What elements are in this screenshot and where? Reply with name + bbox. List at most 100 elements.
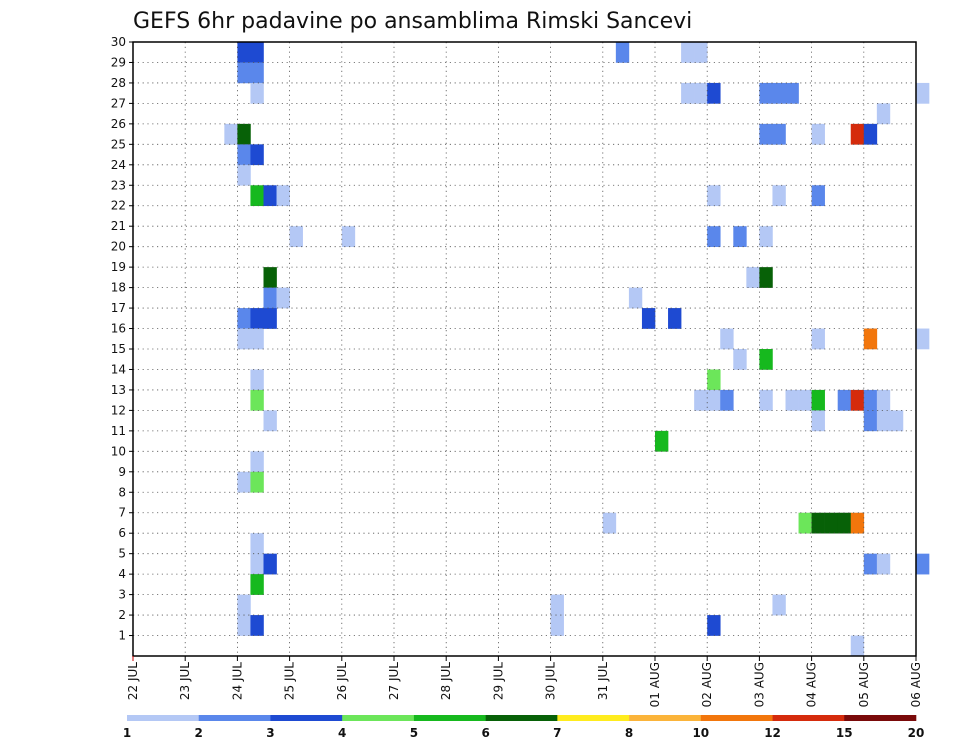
colorbar-label: 7 (553, 726, 561, 740)
cell-m13-s56 (863, 389, 878, 411)
heatmap-cells (224, 42, 930, 657)
x-tick-label: 04 AUG (805, 662, 819, 707)
x-tick-label: 27 JUL (387, 662, 401, 700)
colorbar-segment (772, 715, 845, 721)
cell-m9-s9 (250, 471, 264, 493)
y-tick-label: 25 (111, 137, 126, 151)
cell-m21-s44 (707, 226, 721, 247)
cell-m5-s57 (876, 553, 891, 575)
cell-m6-s9 (250, 533, 264, 554)
cell-m16-s45 (720, 328, 734, 350)
cell-m26-s7 (224, 123, 238, 145)
cell-m16-s9 (250, 328, 264, 350)
cell-m28-s60 (916, 82, 930, 104)
y-tick-label: 6 (118, 526, 126, 540)
colorbar-segment (342, 715, 415, 721)
y-tick-label: 24 (111, 158, 126, 172)
colorbar: 1 2 3 4 5 6 7 8 10 12 15 20 (123, 715, 924, 740)
x-tick-label: 01 AUG (648, 662, 662, 707)
y-tick-label: 19 (111, 260, 126, 274)
x-tick-label: 02 AUG (700, 662, 714, 707)
cell-m21-s12 (289, 226, 303, 247)
colorbar-label: 1 (123, 726, 131, 740)
cell-m7-s36 (602, 512, 617, 534)
cell-m12-s57 (876, 410, 891, 432)
y-tick-label: 23 (111, 178, 126, 192)
x-tick-label: 29 JUL (491, 662, 505, 700)
y-tick-label: 8 (118, 485, 126, 499)
cell-m23-s44 (707, 185, 721, 207)
cell-m13-s52 (811, 389, 825, 411)
cell-m5-s56 (863, 553, 878, 575)
y-tick-label: 2 (118, 608, 126, 622)
y-tick-label: 14 (111, 362, 126, 376)
cell-m3-s8 (237, 594, 251, 616)
cell-m12-s58 (889, 410, 904, 432)
cell-m21-s46 (733, 226, 747, 247)
colorbar-label: 10 (692, 726, 709, 740)
x-tick-label: 25 JUL (283, 662, 297, 700)
cell-m7-s53 (824, 512, 838, 534)
cell-m18-s10 (263, 287, 277, 309)
colorbar-segment (629, 715, 702, 721)
cell-m28-s49 (772, 82, 786, 104)
y-tick-label: 30 (111, 35, 126, 49)
cell-m26-s52 (811, 123, 825, 145)
cell-m24-s8 (237, 164, 251, 186)
cell-m30-s43 (694, 42, 708, 63)
cell-m25-s9 (250, 144, 264, 166)
cell-m1-s55 (850, 635, 865, 657)
cell-m2-s9 (250, 615, 264, 636)
x-tick-label: 24 JUL (230, 662, 244, 700)
x-tick-label: 26 JUL (335, 662, 349, 700)
cell-m2-s44 (707, 615, 721, 636)
cell-m28-s44 (707, 82, 721, 104)
colorbar-label: 5 (410, 726, 418, 740)
cell-m25-s8 (237, 144, 251, 166)
cell-m13-s45 (720, 389, 734, 411)
cell-m17-s41 (668, 308, 682, 329)
cell-m14-s9 (250, 369, 264, 391)
cell-m13-s43 (694, 389, 708, 411)
cell-m4-s9 (250, 574, 264, 595)
cell-m10-s9 (250, 451, 264, 473)
y-tick-label: 4 (118, 567, 126, 581)
colorbar-segment (198, 715, 271, 721)
cell-m23-s49 (772, 185, 786, 207)
cell-m29-s9 (250, 62, 264, 84)
y-tick-label: 13 (111, 383, 126, 397)
x-tick-label: 05 AUG (857, 662, 871, 707)
cell-m26-s56 (863, 123, 878, 145)
cell-m21-s48 (759, 226, 773, 247)
cell-m14-s44 (707, 369, 721, 391)
colorbar-label: 2 (195, 726, 203, 740)
colorbar-label: 6 (481, 726, 489, 740)
y-axis: 1234567891011121314151617181920212223242… (111, 35, 133, 643)
cell-m21-s16 (341, 226, 356, 247)
cell-m26-s48 (759, 123, 773, 145)
cell-m12-s10 (263, 410, 277, 432)
cell-m13-s50 (785, 389, 799, 411)
y-tick-label: 1 (118, 629, 126, 643)
colorbar-label: 3 (266, 726, 274, 740)
cell-m19-s10 (263, 267, 277, 288)
x-tick-label: 06 AUG (909, 662, 923, 707)
cell-m2-s8 (237, 615, 251, 636)
cell-m30-s9 (250, 42, 264, 63)
cell-m26-s55 (850, 123, 865, 145)
y-tick-label: 12 (111, 403, 126, 417)
cell-m17-s39 (641, 308, 656, 329)
y-tick-label: 9 (118, 465, 126, 479)
y-tick-label: 7 (118, 506, 126, 520)
cell-m28-s9 (250, 82, 264, 104)
chart-title: GEFS 6hr padavine po ansamblima Rimski S… (133, 9, 692, 34)
cell-m13-s57 (876, 389, 891, 411)
y-tick-label: 21 (111, 219, 126, 233)
cell-m26-s49 (772, 123, 786, 145)
cell-m12-s56 (863, 410, 878, 432)
cell-m23-s10 (263, 185, 277, 207)
cell-m17-s9 (250, 308, 264, 329)
y-tick-label: 3 (118, 588, 126, 602)
colorbar-label: 4 (338, 726, 346, 740)
